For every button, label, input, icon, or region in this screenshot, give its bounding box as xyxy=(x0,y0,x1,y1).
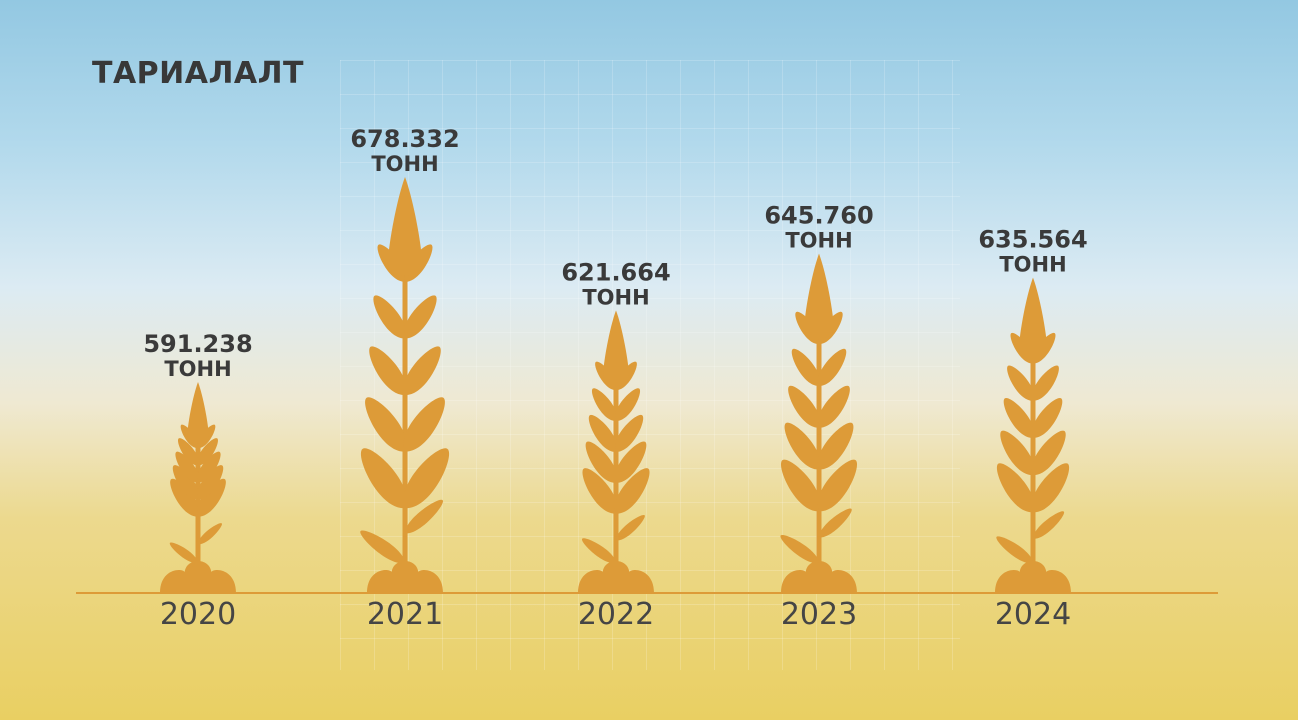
data-label-unit-2023: ТОНН xyxy=(785,229,852,253)
grain-leaf xyxy=(614,468,650,514)
soil-mound xyxy=(781,560,857,593)
grain-leaf xyxy=(784,422,821,470)
soil-mound xyxy=(995,560,1071,593)
soil-mound xyxy=(160,560,236,593)
grain-leaf xyxy=(616,514,645,541)
grain-leaf xyxy=(817,459,858,512)
stem xyxy=(402,222,408,573)
grain-leaf xyxy=(169,542,198,564)
grain-leaf xyxy=(615,414,644,452)
grain-leaf xyxy=(1032,398,1063,438)
grain-leaf xyxy=(172,465,199,500)
grain-leaf xyxy=(588,414,617,452)
grain-leaf xyxy=(198,523,222,545)
wheat-plant-mark-2020 xyxy=(160,382,236,593)
stem xyxy=(816,292,822,573)
grain-tip xyxy=(187,382,209,444)
grain-leaf xyxy=(403,397,445,452)
grain-leaf xyxy=(403,346,441,396)
grain-leaf xyxy=(591,388,617,422)
data-label-value-2024: 635.564 xyxy=(978,226,1087,254)
grain-leaf xyxy=(818,385,850,428)
stem xyxy=(613,345,619,573)
grain-leaf xyxy=(817,422,854,470)
grain-leaf xyxy=(585,441,618,483)
soil-mound xyxy=(367,560,443,593)
data-label-unit-2024: ТОНН xyxy=(999,253,1066,277)
chart-title: ТАРИАЛАЛТ xyxy=(92,56,305,91)
grain-leaf xyxy=(403,448,450,509)
grain-leaf xyxy=(996,536,1033,564)
soil-mound xyxy=(578,560,654,593)
x-tick-label-2024: 2024 xyxy=(995,597,1071,632)
data-label-value-2023: 645.760 xyxy=(764,202,873,230)
grain-leaf xyxy=(788,385,820,428)
wheat-plant-mark-2023 xyxy=(780,253,858,593)
grain-leaf xyxy=(581,538,616,564)
grain-leaf xyxy=(780,534,819,564)
grain-leaf xyxy=(197,438,218,466)
grain-leaf xyxy=(197,478,226,517)
x-tick-label-2023: 2023 xyxy=(781,597,857,632)
grain-leaf xyxy=(614,441,647,483)
grain-tip xyxy=(602,310,630,386)
grain-leaf xyxy=(175,451,199,483)
grain-leaf xyxy=(780,459,821,512)
x-tick-label-2022: 2022 xyxy=(578,597,654,632)
grain-leaf xyxy=(365,397,407,452)
grain-leaf xyxy=(615,388,641,422)
data-label-unit-2021: ТОНН xyxy=(371,152,438,176)
grain-leaf xyxy=(405,499,443,534)
data-label-unit-2020: ТОНН xyxy=(164,357,231,381)
data-label-value-2021: 678.332 xyxy=(350,125,459,153)
stem xyxy=(1030,315,1036,573)
grain-leaf xyxy=(1033,511,1065,539)
grain-leaf xyxy=(369,346,407,396)
grain-tip xyxy=(387,177,423,276)
grain-leaf xyxy=(791,348,820,386)
grain-leaf xyxy=(1032,365,1059,401)
grain-leaf xyxy=(360,530,405,564)
grain-tip xyxy=(1018,277,1048,359)
wheat-plant-mark-2022 xyxy=(578,310,654,593)
wheat-plant-mark-2021 xyxy=(360,177,450,593)
data-label-value-2022: 621.664 xyxy=(561,258,670,286)
grain-tip xyxy=(804,253,834,339)
grain-leaf xyxy=(582,468,618,514)
data-label-unit-2022: ТОНН xyxy=(582,285,649,309)
grain-leaf xyxy=(818,348,847,386)
grain-leaf xyxy=(1007,365,1034,401)
grain-leaf xyxy=(178,438,199,466)
grain-leaf xyxy=(1031,463,1070,513)
grain-leaf xyxy=(1031,430,1066,476)
grain-leaf xyxy=(360,448,407,509)
grain-leaf xyxy=(1000,430,1035,476)
x-tick-label-2021: 2021 xyxy=(367,597,443,632)
x-tick-label-2020: 2020 xyxy=(160,597,236,632)
grain-leaf xyxy=(1003,398,1034,438)
data-label-value-2020: 591.238 xyxy=(143,330,252,358)
grain-leaf xyxy=(197,465,224,500)
grain-leaf xyxy=(373,295,406,339)
grain-leaf xyxy=(170,478,199,517)
wheat-plant-mark-2024 xyxy=(995,277,1071,593)
grain-leaf xyxy=(197,451,221,483)
grain-leaf xyxy=(996,463,1035,513)
grain-leaf xyxy=(404,295,437,339)
grain-leaf xyxy=(819,508,852,538)
